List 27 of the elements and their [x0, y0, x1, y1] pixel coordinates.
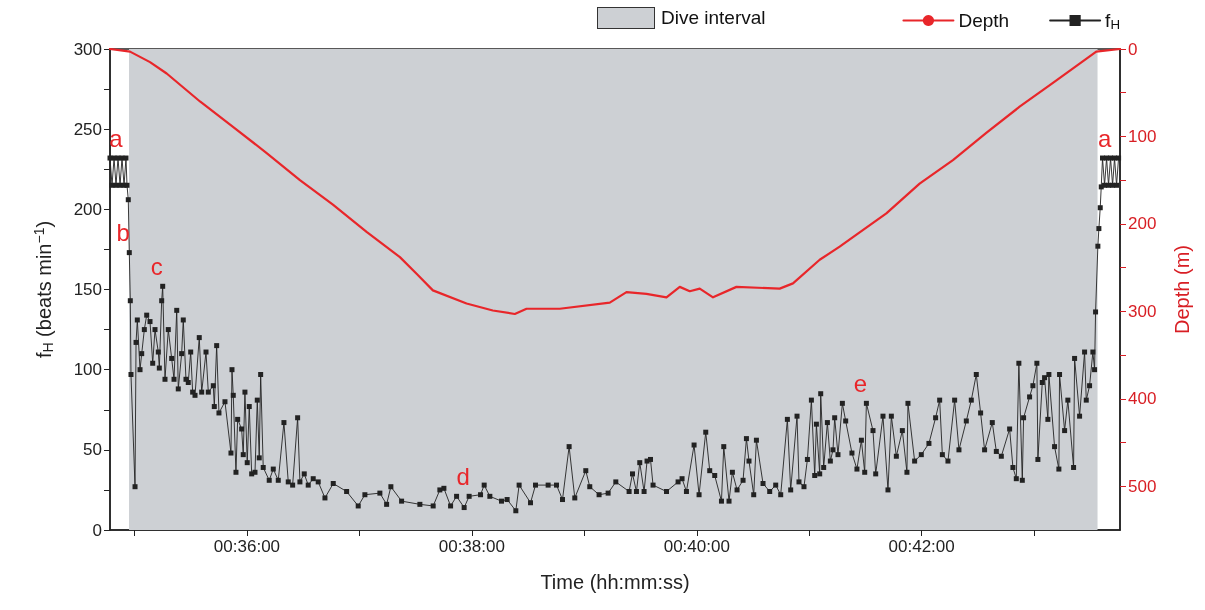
y2-tick-label: 0 [1128, 39, 1138, 59]
y-tick-label: 200 [73, 199, 102, 219]
y2-tick-label: 500 [1128, 476, 1157, 496]
annotation: e [853, 369, 868, 397]
y-tick-label: 100 [73, 360, 102, 380]
x-tick-label: 00:40:00 [663, 537, 730, 556]
annotation: a [1097, 124, 1112, 152]
y2-tick-label: 300 [1128, 301, 1157, 321]
annotation: c [150, 252, 163, 280]
y-tick-label: 150 [73, 280, 102, 299]
y-tick-label: 0 [92, 520, 102, 540]
x-tick-label: 00:38:00 [438, 537, 505, 556]
y2-tick-label: 200 [1128, 214, 1157, 234]
annotation: d [456, 462, 470, 490]
y-tick-label: 300 [73, 39, 102, 59]
annotation: b [116, 219, 130, 247]
y2-axis-title: Depth (m) [1171, 245, 1193, 334]
y-axis-title: fH (beats min−1) [31, 220, 56, 359]
x-tick-label: 00:42:00 [888, 537, 955, 556]
legend-label: Depth [958, 10, 1010, 31]
band-label: Dive interval [661, 7, 766, 29]
x-tick-label: 00:36:00 [213, 537, 281, 556]
y-tick-label: 250 [73, 119, 102, 139]
x-axis-title: Time (hh:mm:ss) [540, 571, 690, 593]
y2-tick-label: 400 [1128, 389, 1157, 409]
y2-tick-label: 100 [1128, 126, 1157, 146]
y-tick-label: 50 [83, 440, 102, 460]
